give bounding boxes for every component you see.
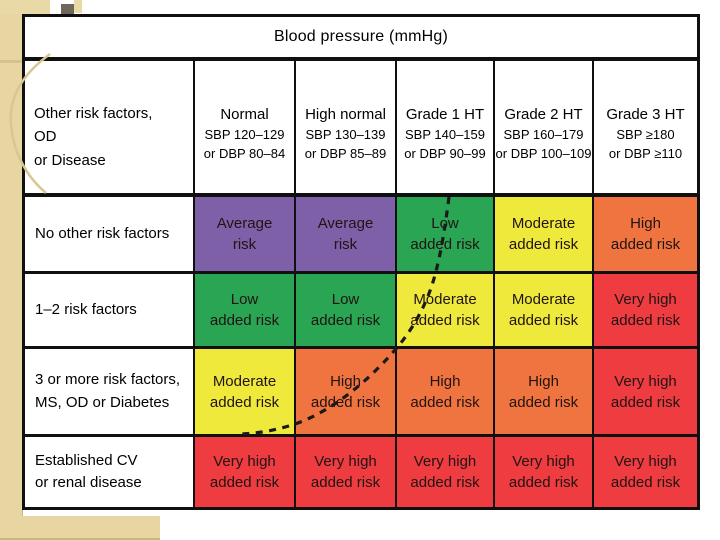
risk-cell: Moderate added risk bbox=[195, 349, 296, 437]
risk-cell: High added risk bbox=[495, 349, 594, 437]
corner-line: Other risk factors, bbox=[34, 105, 153, 123]
risk-cell: Very high added risk bbox=[397, 437, 495, 507]
risk-cell: Low added risk bbox=[397, 197, 495, 274]
slide-top-strip bbox=[0, 0, 50, 14]
slide-strip-seam bbox=[0, 60, 22, 63]
corner-header-cell: Other risk factors, OD or Disease bbox=[25, 61, 195, 197]
risk-cell: Very high added risk bbox=[195, 437, 296, 507]
risk-cell: Very high added risk bbox=[594, 274, 697, 349]
risk-cell: Average risk bbox=[195, 197, 296, 274]
risk-cell: Very high added risk bbox=[495, 437, 594, 507]
risk-cell: Moderate added risk bbox=[495, 197, 594, 274]
risk-cell: Average risk bbox=[296, 197, 397, 274]
slide-corner-chip bbox=[61, 4, 74, 16]
bp-column-header-normal: Normal SBP 120–129 or DBP 80–84 bbox=[195, 61, 296, 197]
risk-cell: High added risk bbox=[296, 349, 397, 437]
risk-cell: High added risk bbox=[397, 349, 495, 437]
slide-bottom-bar bbox=[0, 516, 160, 540]
risk-cell: Low added risk bbox=[195, 274, 296, 349]
risk-cell: Low added risk bbox=[296, 274, 397, 349]
risk-cell: Moderate added risk bbox=[495, 274, 594, 349]
bp-column-header-grade1: Grade 1 HT SBP 140–159 or DBP 90–99 bbox=[397, 61, 495, 197]
slide-left-margin-strip bbox=[0, 0, 23, 540]
risk-cell: Very high added risk bbox=[594, 437, 697, 507]
corner-line: OD bbox=[34, 128, 57, 146]
corner-line: or Disease bbox=[34, 151, 106, 169]
slide-top-strip-fragment bbox=[74, 0, 82, 13]
bp-column-header-grade2: Grade 2 HT SBP 160–179 or DBP 100–109 bbox=[495, 61, 594, 197]
risk-cell: Very high added risk bbox=[296, 437, 397, 507]
risk-cell: Very high added risk bbox=[594, 349, 697, 437]
table-title: Blood pressure (mmHg) bbox=[25, 17, 697, 61]
risk-cell: Moderate added risk bbox=[397, 274, 495, 349]
row-label-3-or-more-risk-factors: 3 or more risk factors, MS, OD or Diabet… bbox=[25, 349, 195, 437]
risk-cell: High added risk bbox=[594, 197, 697, 274]
row-label-established-cv: Established CV or renal disease bbox=[25, 437, 195, 507]
row-label-1-2-risk-factors: 1–2 risk factors bbox=[25, 274, 195, 349]
risk-table: Blood pressure (mmHg) Other risk factors… bbox=[22, 14, 700, 510]
bp-column-header-high-normal: High normal SBP 130–139 or DBP 85–89 bbox=[296, 61, 397, 197]
row-label-no-other-risk: No other risk factors bbox=[25, 197, 195, 274]
bp-column-header-grade3: Grade 3 HT SBP ≥180 or DBP ≥110 bbox=[594, 61, 697, 197]
